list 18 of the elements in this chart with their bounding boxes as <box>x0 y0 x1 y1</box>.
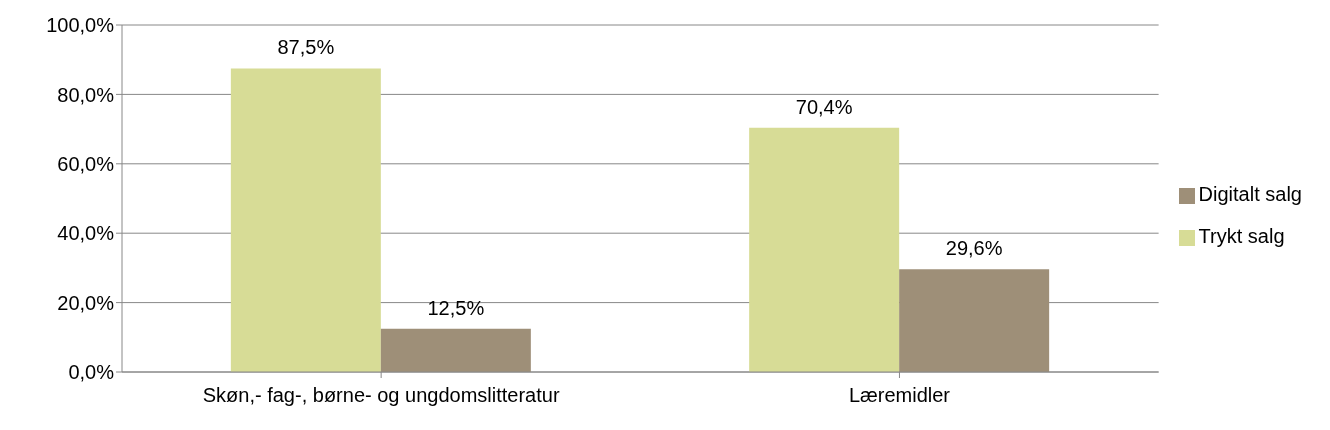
y-tick-label: 0,0% <box>68 361 115 384</box>
y-tick-label: 60,0% <box>57 152 115 175</box>
x-tick-label: Læremidler <box>848 384 951 407</box>
legend-label: Trykt salg <box>1198 225 1285 247</box>
data-label: 12,5% <box>427 296 485 319</box>
legend-label: Digitalt salg <box>1198 183 1302 205</box>
y-tick-label: 20,0% <box>57 291 115 314</box>
x-tick-label: Skøn,- fag-, børne- og ungdomslitteratur <box>202 384 560 407</box>
y-tick-label: 100,0% <box>46 14 115 37</box>
bar <box>230 68 381 372</box>
bar <box>899 269 1050 372</box>
data-label: 29,6% <box>945 237 1003 260</box>
y-tick-label: 40,0% <box>57 222 115 245</box>
bar <box>380 328 531 372</box>
bar <box>749 127 900 372</box>
y-tick-label: 80,0% <box>57 83 115 106</box>
data-label: 70,4% <box>795 95 853 118</box>
data-label: 87,5% <box>277 36 335 59</box>
